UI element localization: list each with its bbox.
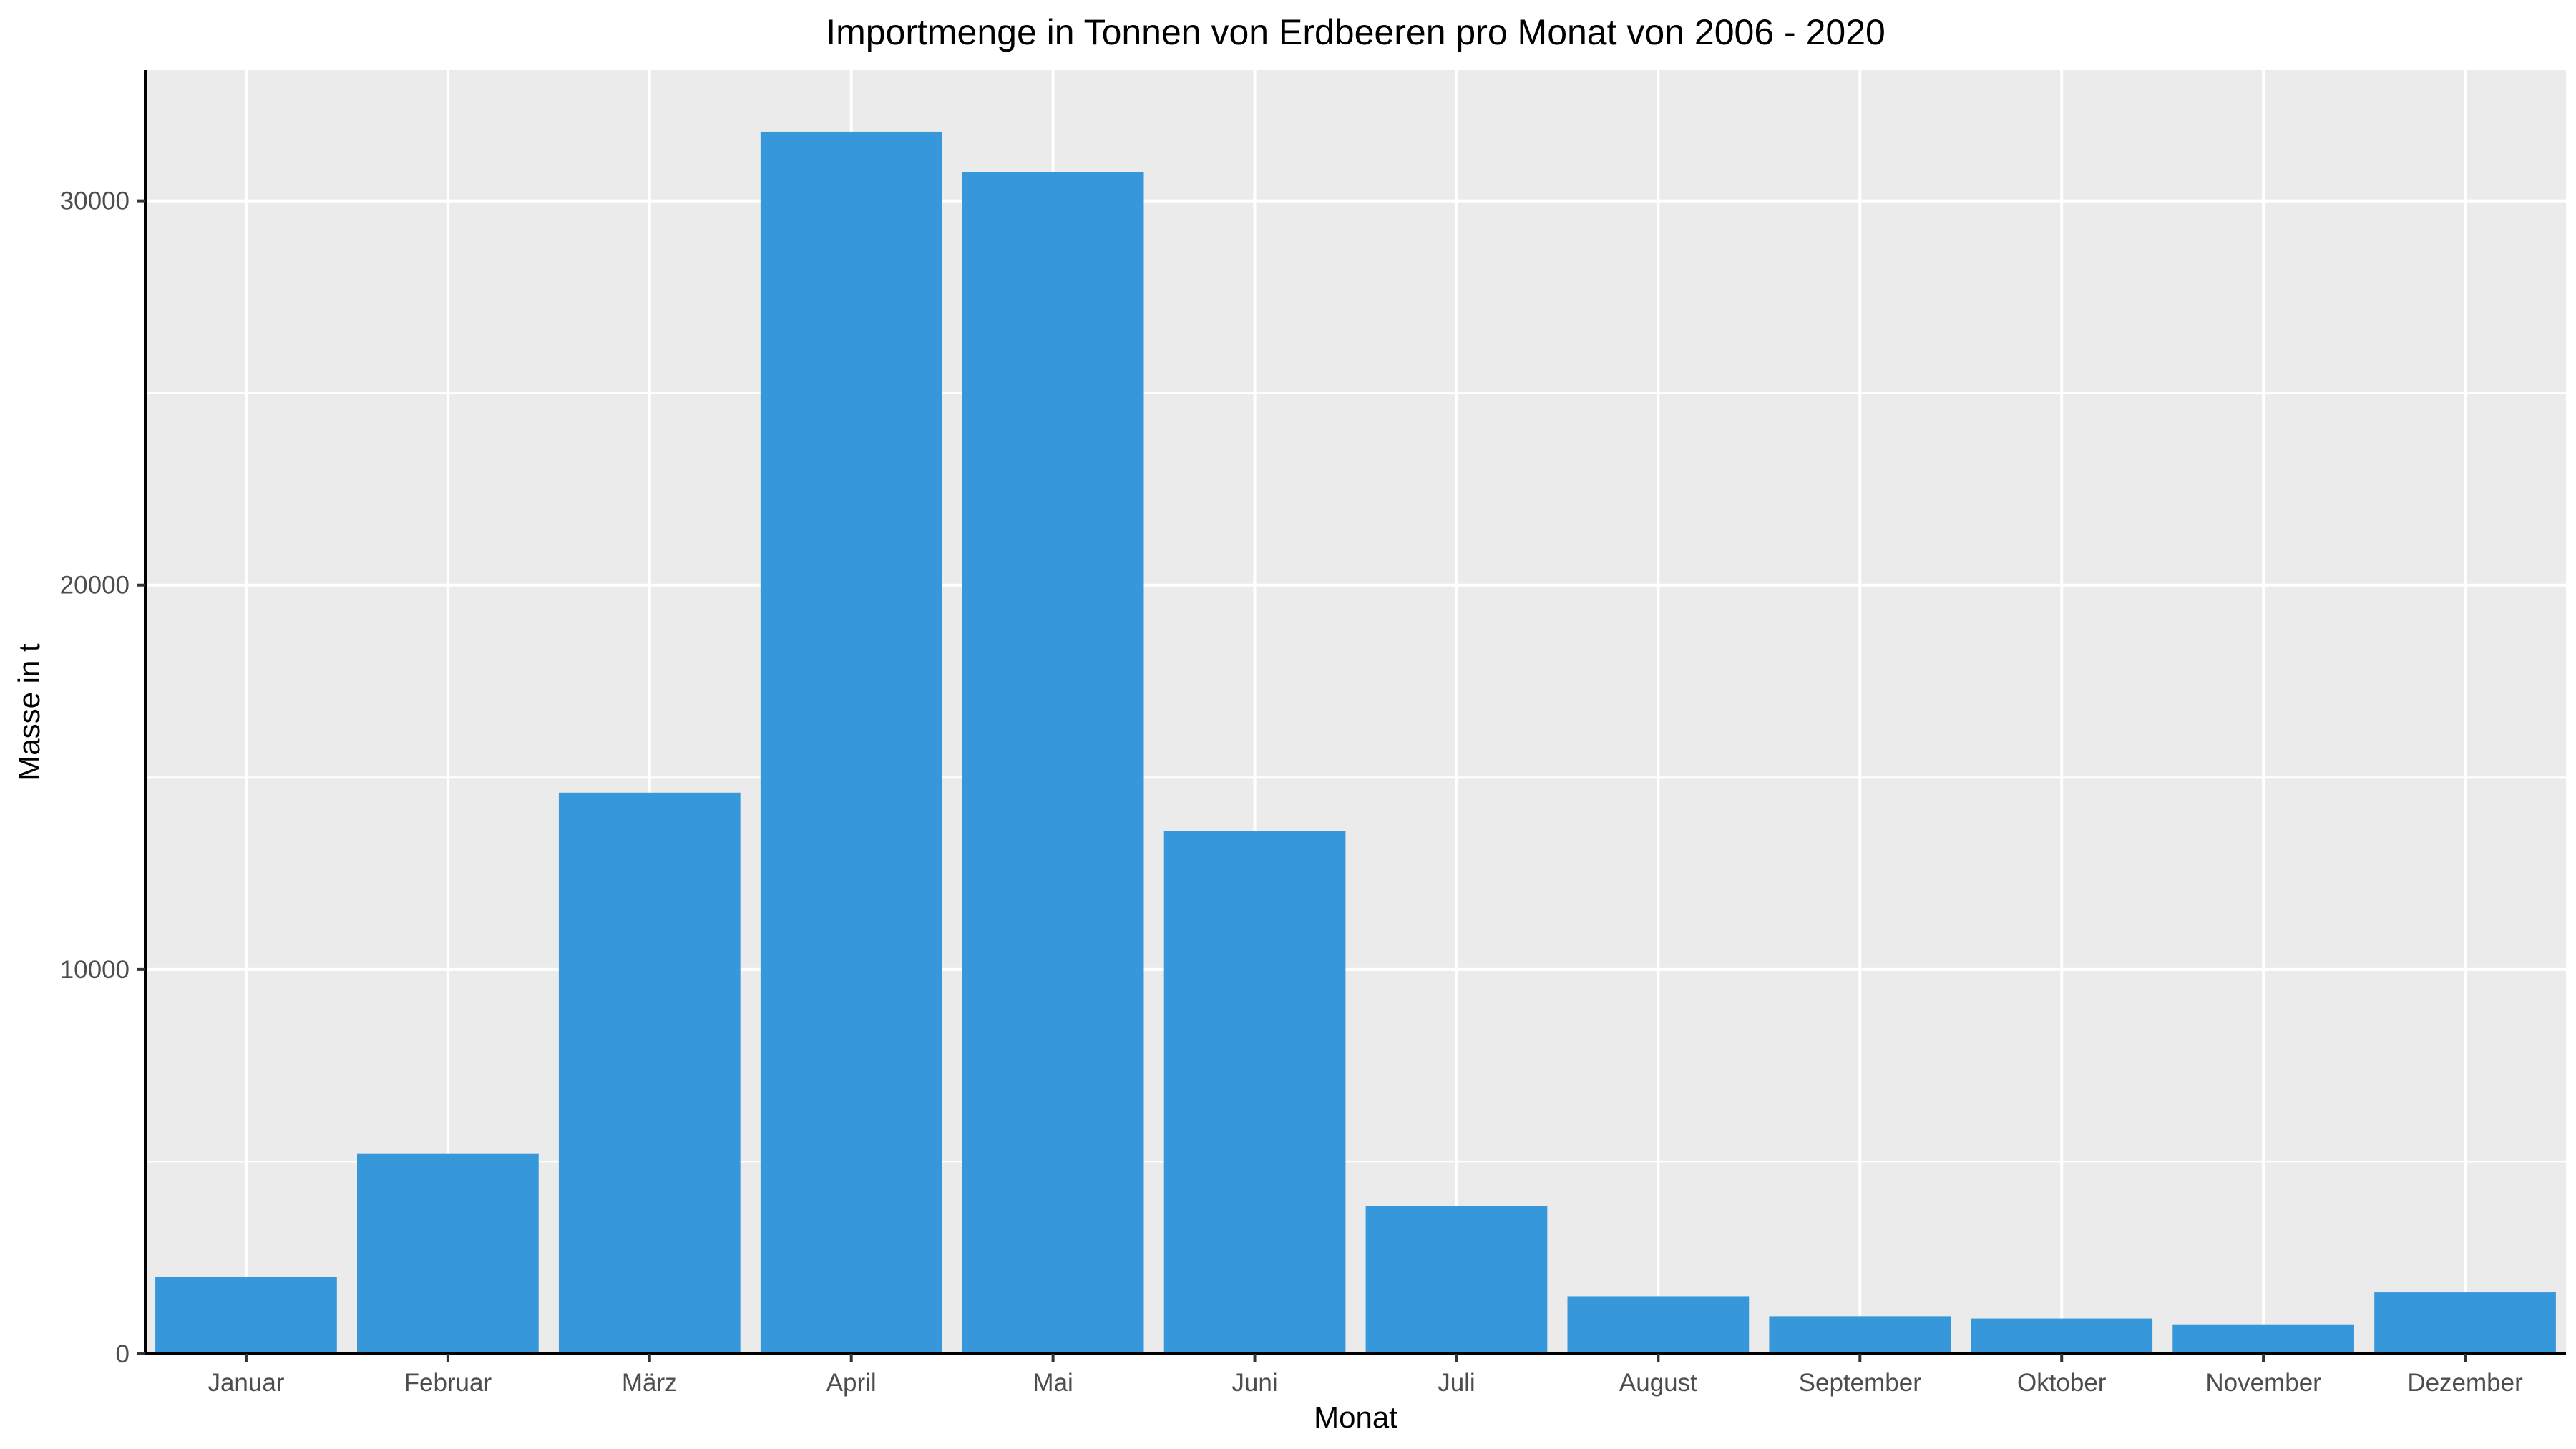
bar-april <box>760 131 942 1354</box>
bar-juni <box>1163 831 1346 1354</box>
x-tick-label: Februar <box>404 1369 492 1397</box>
bar-oktober <box>1971 1318 2153 1354</box>
x-tick-label: Januar <box>208 1369 284 1397</box>
x-tick-label: September <box>1799 1369 1922 1397</box>
x-tick-label: Dezember <box>2407 1369 2523 1397</box>
x-tick-label: August <box>1619 1369 1697 1397</box>
y-tick-label: 10000 <box>60 956 130 984</box>
plot-panel <box>145 70 2566 1354</box>
y-tick-label: 20000 <box>60 572 130 600</box>
x-tick-label: Mai <box>1033 1369 1073 1397</box>
chart-title: Importmenge in Tonnen von Erdbeeren pro … <box>826 12 1885 52</box>
bar-februar <box>357 1153 539 1354</box>
y-axis-ticks: 0 10000 20000 30000 <box>60 187 145 1368</box>
bar-juli <box>1365 1206 1548 1354</box>
x-tick-label: Juli <box>1438 1369 1475 1397</box>
bar-november <box>2172 1324 2354 1354</box>
minor-gridlines <box>145 392 2566 1163</box>
x-tick-label: Juni <box>1231 1369 1277 1397</box>
x-axis-ticks: Januar Februar März April Mai Juni Juli August S… <box>208 1354 2523 1397</box>
bar-dezember <box>2374 1292 2556 1354</box>
bar-märz <box>558 792 741 1354</box>
bar-januar <box>155 1277 337 1354</box>
x-tick-label: November <box>2205 1369 2321 1397</box>
bar-mai <box>962 172 1144 1354</box>
y-tick-label: 0 <box>116 1340 130 1368</box>
y-tick-label: 30000 <box>60 187 130 215</box>
x-tick-label: April <box>826 1369 877 1397</box>
bar-september <box>1769 1316 1951 1354</box>
y-axis-title: Masse in t <box>12 643 46 781</box>
x-tick-label: Oktober <box>2017 1369 2107 1397</box>
x-axis-title: Monat <box>1314 1400 1397 1434</box>
bars <box>155 131 2556 1354</box>
x-tick-label: März <box>622 1369 678 1397</box>
bar-august <box>1567 1296 1750 1354</box>
